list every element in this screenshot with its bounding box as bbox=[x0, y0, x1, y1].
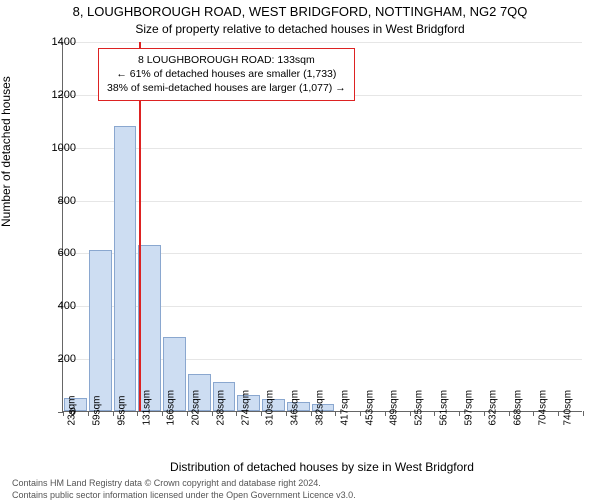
xtick-mark bbox=[162, 411, 163, 416]
xtick-mark bbox=[385, 411, 386, 416]
xtick-mark bbox=[583, 411, 584, 416]
xtick-mark bbox=[113, 411, 114, 416]
histogram-plot: 8 LOUGHBOROUGH ROAD: 133sqm ← 61% of det… bbox=[62, 42, 582, 412]
histogram-bar bbox=[138, 245, 161, 412]
xtick-mark bbox=[212, 411, 213, 416]
ytick-label: 200 bbox=[36, 353, 76, 365]
xtick-mark bbox=[311, 411, 312, 416]
ytick-label: 1400 bbox=[36, 36, 76, 48]
histogram-bar bbox=[114, 126, 137, 411]
ytick-label: 800 bbox=[36, 195, 76, 207]
xtick-mark bbox=[286, 411, 287, 416]
footer-line1: Contains HM Land Registry data © Crown c… bbox=[12, 478, 356, 490]
title-address: 8, LOUGHBOROUGH ROAD, WEST BRIDGFORD, NO… bbox=[0, 4, 600, 19]
annotation-line2: ← 61% of detached houses are smaller (1,… bbox=[107, 67, 346, 81]
ytick-label: 1000 bbox=[36, 142, 76, 154]
xtick-mark bbox=[236, 411, 237, 416]
xtick-mark bbox=[434, 411, 435, 416]
ytick-label: 1200 bbox=[36, 89, 76, 101]
xtick-mark bbox=[558, 411, 559, 416]
xtick-mark bbox=[88, 411, 89, 416]
annotation-line3: 38% of semi-detached houses are larger (… bbox=[107, 81, 346, 95]
annotation-line1: 8 LOUGHBOROUGH ROAD: 133sqm bbox=[107, 53, 346, 67]
xtick-mark bbox=[484, 411, 485, 416]
xtick-mark bbox=[360, 411, 361, 416]
histogram-bar bbox=[89, 250, 112, 411]
y-axis-label: Number of detached houses bbox=[0, 76, 13, 227]
x-axis-label: Distribution of detached houses by size … bbox=[62, 460, 582, 474]
xtick-mark bbox=[261, 411, 262, 416]
ytick-label: 600 bbox=[36, 247, 76, 259]
ytick-label: 400 bbox=[36, 300, 76, 312]
xtick-mark bbox=[187, 411, 188, 416]
xtick-mark bbox=[410, 411, 411, 416]
xtick-mark bbox=[509, 411, 510, 416]
property-annotation: 8 LOUGHBOROUGH ROAD: 133sqm ← 61% of det… bbox=[98, 48, 355, 101]
xtick-mark bbox=[459, 411, 460, 416]
xtick-mark bbox=[137, 411, 138, 416]
xtick-mark bbox=[533, 411, 534, 416]
title-subtitle: Size of property relative to detached ho… bbox=[0, 22, 600, 36]
xtick-mark bbox=[335, 411, 336, 416]
footer-line2: Contains public sector information licen… bbox=[12, 490, 356, 501]
footer-attribution: Contains HM Land Registry data © Crown c… bbox=[12, 478, 356, 501]
